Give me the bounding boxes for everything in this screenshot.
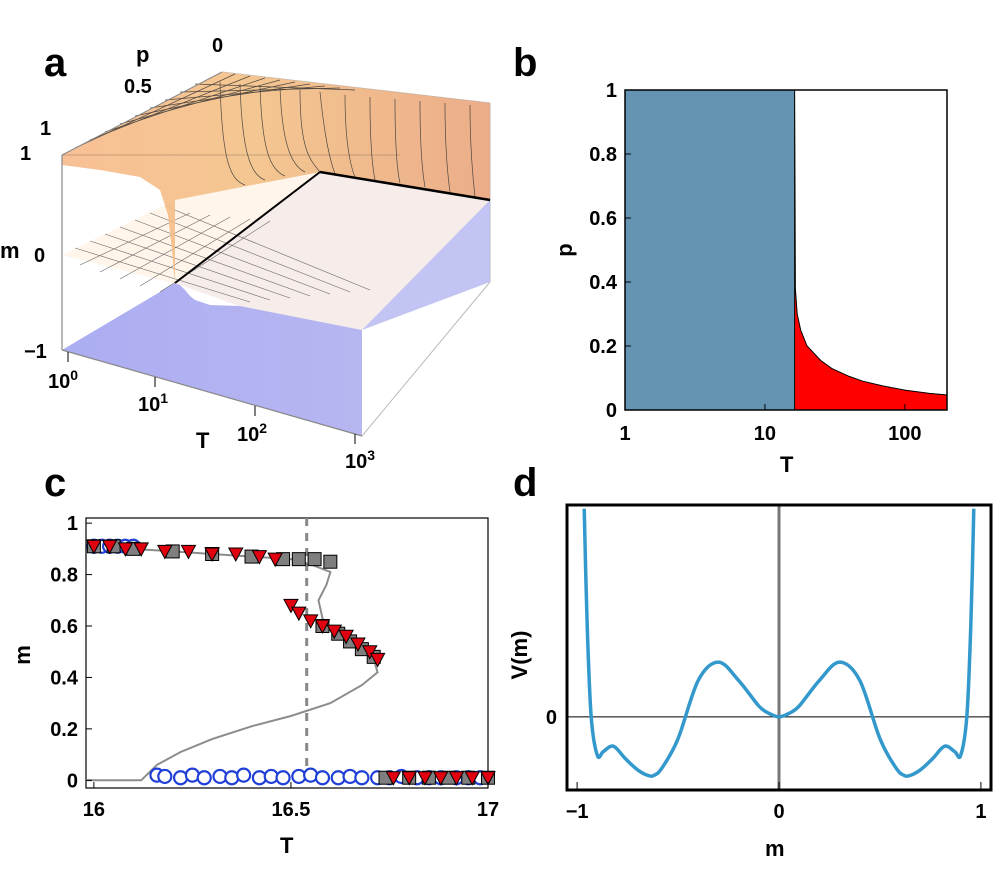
a-T-tick-2: 102 bbox=[237, 420, 267, 446]
d-x-axis-label: m bbox=[765, 836, 785, 861]
b-y-tick-label: 0 bbox=[606, 400, 617, 422]
c-point-triangle bbox=[227, 547, 244, 563]
c-point-triangle bbox=[133, 542, 150, 557]
b-x-tick-label: 100 bbox=[888, 423, 921, 445]
a-m-tick-neg1: −1 bbox=[24, 341, 47, 363]
a-m-tick-0: 0 bbox=[34, 245, 45, 267]
c-y-axis-label: m bbox=[10, 645, 35, 665]
c-point-triangle bbox=[314, 619, 331, 635]
c-point-triangle bbox=[350, 637, 366, 653]
c-point-triangle bbox=[480, 771, 496, 786]
d-potential-curve bbox=[582, 508, 976, 778]
lower-branch-surface bbox=[62, 283, 362, 436]
c-point-circle bbox=[314, 770, 331, 786]
upper-branch-surface bbox=[62, 72, 490, 283]
c-y-tick-label: 0.2 bbox=[50, 719, 78, 741]
c-point-triangle bbox=[401, 771, 418, 786]
panel-label-a: a bbox=[44, 41, 67, 85]
a-T-axis-label: T bbox=[196, 428, 210, 453]
a-p-axis-label: p bbox=[136, 42, 149, 67]
b-x-tick-label: 10 bbox=[754, 423, 776, 445]
panel-label-c: c bbox=[44, 461, 66, 505]
c-point-triangle bbox=[326, 624, 343, 640]
c-point-triangle bbox=[417, 771, 433, 786]
d-y-tick-label: 0 bbox=[546, 707, 557, 729]
c-point-triangle bbox=[267, 552, 284, 568]
b-y-tick-label: 0.8 bbox=[589, 144, 617, 166]
a-T-tick-0: 100 bbox=[48, 367, 78, 393]
d-x-tick-label: 1 bbox=[975, 801, 986, 823]
d-x-tick-label: 0 bbox=[773, 801, 784, 823]
panel-d-potential-plot: −1 0 1 0 m V(m) bbox=[507, 503, 993, 861]
panel-c-magnetization-plot: 0 0.2 0.4 0.6 0.8 1 16 16.5 17 T m bbox=[10, 513, 499, 858]
panel-b-phase-diagram: 0 0.2 0.4 0.6 0.8 1 1 10 100 T p bbox=[552, 80, 948, 477]
c-point-triangle bbox=[302, 614, 319, 629]
c-point-circle bbox=[236, 767, 252, 783]
c-point-triangle bbox=[204, 547, 220, 563]
d-y-axis-label: V(m) bbox=[507, 631, 532, 680]
c-point-triangle bbox=[361, 645, 378, 660]
c-point-triangle bbox=[448, 771, 465, 786]
a-T-tick-1: 101 bbox=[138, 390, 168, 416]
c-y-tick-label: 0.6 bbox=[50, 616, 78, 638]
c-point-square bbox=[291, 552, 306, 567]
c-point-square bbox=[307, 552, 322, 567]
c-point-triangle bbox=[283, 598, 299, 614]
c-point-triangle bbox=[251, 550, 268, 565]
b-region-red bbox=[794, 89, 948, 411]
c-point-circle bbox=[196, 770, 212, 786]
c-x-axis-label: T bbox=[280, 833, 294, 858]
a-m-axis-label: m bbox=[0, 238, 20, 263]
c-point-triangle bbox=[86, 539, 102, 555]
c-point-triangle bbox=[369, 652, 386, 668]
panel-label-d: d bbox=[513, 461, 537, 505]
b-y-tick-label: 0.2 bbox=[589, 336, 617, 358]
c-point-square bbox=[323, 554, 338, 569]
panel-label-b: b bbox=[513, 41, 537, 85]
c-point-triangle bbox=[101, 539, 118, 555]
c-x-tick-label: 16 bbox=[83, 799, 105, 821]
panel-a-surface-plot: 100 101 102 103 T 0 0.5 1 p 1 0 −1 m bbox=[0, 35, 491, 473]
c-y-tick-label: 0 bbox=[67, 770, 78, 792]
c-x-tick-label: 17 bbox=[477, 799, 499, 821]
c-y-tick-label: 1 bbox=[67, 513, 78, 535]
b-frame bbox=[624, 89, 948, 411]
c-point-triangle bbox=[385, 771, 402, 786]
c-point-triangle bbox=[432, 771, 449, 786]
b-y-axis-label: p bbox=[552, 243, 577, 256]
b-y-tick-label: 1 bbox=[606, 80, 617, 102]
c-point-circle bbox=[157, 768, 173, 785]
c-point-triangle bbox=[117, 542, 134, 557]
a-T-tick-3: 103 bbox=[345, 447, 375, 473]
a-p-tick-2: 1 bbox=[40, 118, 51, 140]
d-x-tick-label: −1 bbox=[566, 801, 589, 823]
c-y-tick-label: 0.4 bbox=[50, 667, 79, 689]
a-m-tick-1: 1 bbox=[20, 143, 31, 165]
b-y-tick-label: 0.4 bbox=[589, 272, 618, 294]
b-y-tick-label: 0.6 bbox=[589, 208, 617, 230]
c-point-triangle bbox=[290, 606, 307, 622]
c-point-triangle bbox=[338, 629, 354, 645]
c-point-triangle bbox=[464, 771, 481, 786]
c-y-tick-label: 0.8 bbox=[50, 565, 78, 587]
a-p-tick-0: 0 bbox=[212, 35, 223, 57]
a-p-tick-1: 0.5 bbox=[124, 76, 152, 98]
c-x-tick-label: 16.5 bbox=[271, 799, 310, 821]
c-point-circle bbox=[354, 770, 370, 786]
c-point-triangle bbox=[156, 544, 173, 560]
c-point-triangle bbox=[180, 544, 197, 560]
b-region-blue bbox=[625, 90, 795, 410]
zero-plane bbox=[62, 172, 490, 330]
b-x-axis-label: T bbox=[780, 452, 794, 477]
b-x-tick-label: 1 bbox=[619, 423, 630, 445]
c-point-circle bbox=[275, 770, 291, 786]
